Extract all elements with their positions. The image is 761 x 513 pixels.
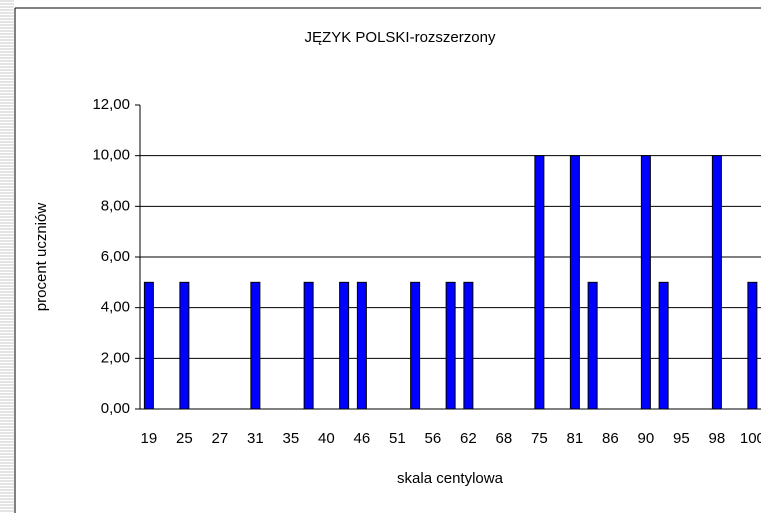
bar [747,281,758,410]
side-pattern [0,0,14,513]
y-tick-label: 2,00 [101,349,130,366]
x-tick-label: 51 [389,430,406,447]
x-tick-label: 19 [141,430,158,447]
y-tick-label: 12,00 [92,96,130,113]
x-tick-label: 27 [212,430,229,447]
x-tick-label: 100 [740,430,761,447]
x-tick-label: 35 [283,430,300,447]
bar [410,281,421,410]
x-tick-label: 40 [318,430,335,447]
y-tick-label: 10,00 [92,147,130,164]
y-axis-label: procent uczniów [33,203,50,312]
bar [250,281,261,410]
x-tick-label: 56 [425,430,442,447]
bar [179,281,190,410]
x-tick-label: 62 [460,430,477,447]
bar [658,281,669,410]
bar [143,281,154,410]
y-tick-label: 4,00 [101,299,130,316]
x-tick-label: 86 [602,430,619,447]
bar [445,281,456,410]
bar [303,281,314,410]
x-tick-label: 31 [247,430,264,447]
y-tick-label: 8,00 [101,197,130,214]
bar [569,155,580,410]
x-tick-label: 95 [673,430,690,447]
x-tick-label: 81 [567,430,584,447]
y-tick-label: 6,00 [101,248,130,265]
x-tick-label: 90 [638,430,655,447]
x-tick-label: 68 [496,430,513,447]
x-tick-label: 75 [531,430,548,447]
bar [587,281,598,410]
x-tick-label: 98 [709,430,726,447]
bar [534,155,545,410]
bar [463,281,474,410]
y-tick-label: 0,00 [101,400,130,417]
bar [711,155,722,410]
bar [356,281,367,410]
x-axis-label: skala centylowa [397,470,504,487]
x-tick-label: 25 [176,430,193,447]
bar [640,155,651,410]
bar [339,281,350,410]
x-tick-label: 46 [354,430,371,447]
chart-title: JĘZYK POLSKI-rozszerzony [305,29,496,46]
